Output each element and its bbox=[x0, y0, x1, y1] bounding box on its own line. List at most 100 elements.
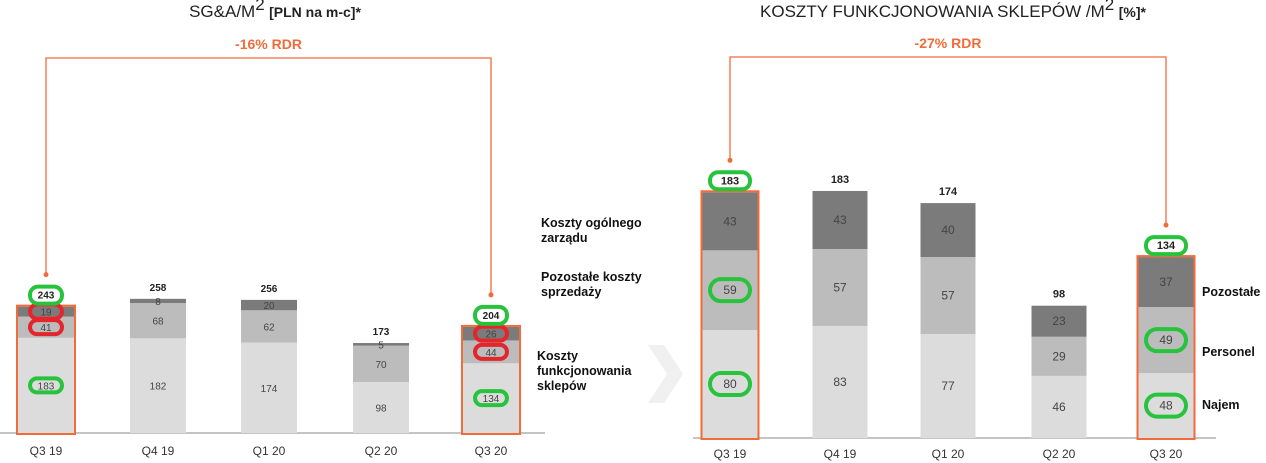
category-tick-label: Q4 19 bbox=[142, 444, 175, 458]
green-total-ring bbox=[1144, 235, 1188, 257]
bracket-dot bbox=[488, 292, 494, 298]
rdr-change-label: -16% RDR bbox=[235, 36, 302, 52]
chart-title-left-main: SG&A/M bbox=[189, 2, 255, 21]
bar-segment bbox=[920, 203, 976, 258]
bar-segment bbox=[130, 298, 186, 303]
category-tick-label: Q1 20 bbox=[932, 447, 965, 461]
bar-segment bbox=[812, 325, 868, 438]
category-tick-label: Q3 19 bbox=[714, 447, 747, 461]
green-total-ring bbox=[708, 170, 752, 192]
rdr-bracket-line bbox=[45, 57, 492, 295]
green-highlight-ring bbox=[708, 277, 752, 304]
bar-value-label: 80 bbox=[723, 377, 737, 391]
category-tick-label: Q3 20 bbox=[475, 444, 508, 458]
bar-value-label: 44 bbox=[485, 348, 497, 359]
bracket-dot bbox=[1163, 222, 1169, 228]
bar-segment bbox=[920, 334, 976, 438]
bar-value-label: 57 bbox=[833, 280, 847, 294]
bar-value-label: 20 bbox=[263, 301, 275, 312]
bar-total-label: 183 bbox=[831, 174, 849, 186]
bar-segment bbox=[130, 303, 186, 339]
bar-value-label: 43 bbox=[723, 214, 737, 228]
chart-title-right-suffix: [%]* bbox=[1119, 4, 1147, 20]
bar-value-label: 46 bbox=[1052, 400, 1066, 414]
bar-segment bbox=[1031, 375, 1087, 438]
red-highlight-ring bbox=[473, 324, 509, 343]
series-legend-label: Koszty funkcjonowania sklepów bbox=[537, 349, 633, 393]
bar-total-label: 183 bbox=[721, 175, 739, 187]
bar-value-label: 183 bbox=[38, 381, 55, 392]
bar-segment bbox=[353, 343, 409, 346]
bracket-dot bbox=[43, 272, 49, 278]
bar-value-label: 40 bbox=[941, 223, 955, 237]
chart-title-right-sup: 2 bbox=[1105, 0, 1114, 14]
bar-value-label: 5 bbox=[378, 340, 384, 351]
bar-total-label: 204 bbox=[483, 311, 500, 322]
rdr-bracket-line bbox=[729, 56, 1167, 226]
category-tick-label: Q2 20 bbox=[365, 444, 398, 458]
green-total-ring bbox=[473, 304, 509, 326]
stacked-bar-chart-right: 80 59 43 183 Q3 19 83 57 43 183 Q4 19 77 57 40 174 Q1 … bbox=[693, 35, 1260, 461]
green-highlight-ring bbox=[1144, 327, 1188, 354]
bar-value-label: 77 bbox=[941, 379, 955, 393]
bar-value-label: 83 bbox=[833, 375, 847, 389]
green-highlight-ring bbox=[28, 376, 64, 395]
bar-segment bbox=[130, 338, 186, 433]
bar-segment bbox=[920, 257, 976, 335]
bar-total-label: 134 bbox=[1157, 240, 1176, 252]
bracket-dot bbox=[727, 157, 733, 163]
chart-title-right: KOSZTY FUNKCJONOWANIA SKLEPÓW /M2 [%]* bbox=[760, 0, 1146, 21]
bar-value-label: 19 bbox=[40, 308, 52, 319]
bar-total-label: 256 bbox=[261, 284, 278, 295]
green-highlight-ring bbox=[708, 371, 752, 397]
bar-value-label: 59 bbox=[723, 283, 737, 297]
bar-segment bbox=[18, 306, 74, 317]
bar-total-label: 258 bbox=[150, 283, 167, 294]
green-total-ring bbox=[28, 284, 64, 306]
bar-value-label: 26 bbox=[485, 330, 497, 341]
chevron-arrow-icon bbox=[648, 345, 683, 403]
bar-segment bbox=[353, 345, 409, 383]
bar-value-label: 49 bbox=[1159, 333, 1173, 347]
chart-title-left-sup: 2 bbox=[255, 0, 264, 14]
bar-value-label: 182 bbox=[150, 382, 167, 393]
bar-total-label: 98 bbox=[1053, 289, 1065, 301]
bar-segment bbox=[1031, 336, 1087, 376]
bar-value-label: 37 bbox=[1159, 275, 1173, 289]
bar-segment bbox=[1138, 257, 1194, 308]
bar-segment bbox=[241, 299, 297, 311]
bar-value-label: 43 bbox=[833, 213, 847, 227]
chevron-shape bbox=[648, 345, 683, 403]
bar-value-label: 70 bbox=[375, 360, 387, 371]
bar-segment bbox=[812, 190, 868, 249]
bar-value-label: 62 bbox=[263, 322, 275, 333]
category-tick-label: Q2 20 bbox=[1043, 447, 1076, 461]
series-legend-label: Pozostałe bbox=[1202, 285, 1260, 299]
rdr-change-label: -27% RDR bbox=[915, 35, 982, 51]
green-highlight-ring bbox=[473, 389, 509, 408]
bar-value-label: 23 bbox=[1052, 314, 1066, 328]
bar-value-label: 174 bbox=[261, 384, 278, 395]
series-legend-label: Koszty ogólnego zarządu bbox=[541, 216, 642, 245]
red-highlight-ring bbox=[473, 342, 509, 361]
bar-total-label: 174 bbox=[939, 186, 958, 198]
bar-segment bbox=[18, 337, 74, 433]
bar-value-label: 134 bbox=[483, 394, 500, 405]
series-legend-label: Personel bbox=[1202, 345, 1255, 359]
chart-title-left: SG&A/M2 [PLN na m-c]* bbox=[189, 0, 361, 21]
bar-segment bbox=[241, 310, 297, 343]
series-legend-label: Najem bbox=[1202, 398, 1240, 412]
bar-value-label: 41 bbox=[40, 323, 52, 334]
bar-segment bbox=[702, 192, 758, 251]
stacked-bar-chart-left: 183 41 19 243 Q3 19 182 68 8 258 Q4 19 174 62 20 256 Q… bbox=[0, 36, 642, 458]
bar-value-label: 29 bbox=[1052, 349, 1066, 363]
bar-value-label: 68 bbox=[152, 317, 164, 328]
bar-value-label: 98 bbox=[375, 404, 387, 415]
bar-value-label: 48 bbox=[1159, 399, 1173, 413]
category-tick-label: Q3 20 bbox=[1150, 447, 1183, 461]
bar-total-label: 243 bbox=[38, 291, 55, 302]
category-tick-label: Q4 19 bbox=[824, 447, 857, 461]
bar-segment bbox=[463, 363, 519, 433]
bar-segment bbox=[1031, 305, 1087, 337]
